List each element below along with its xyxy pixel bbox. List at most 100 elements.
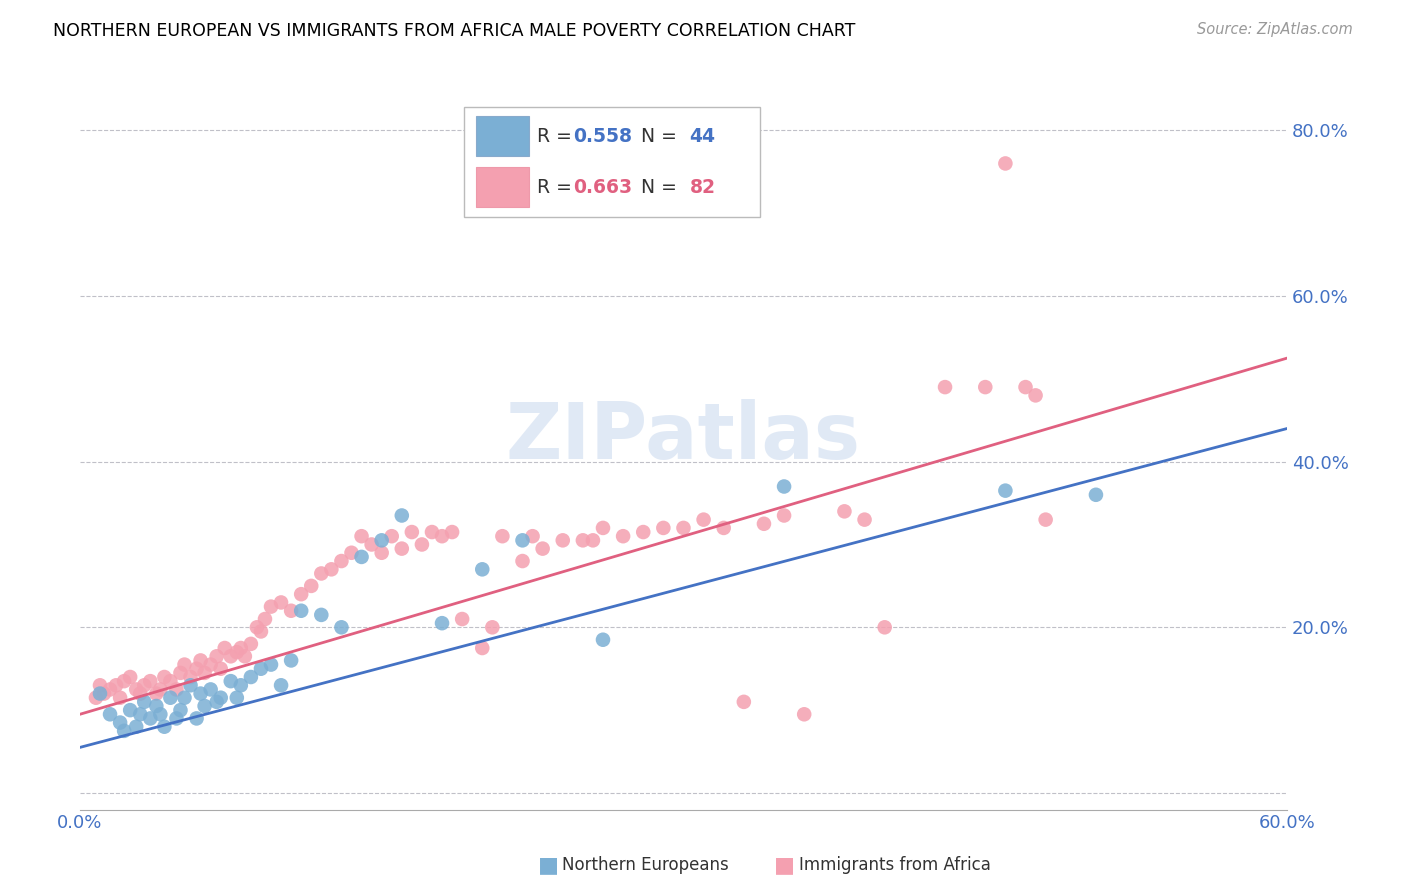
Text: N =: N = — [628, 127, 683, 145]
Point — [311, 566, 333, 581]
Point — [239, 637, 262, 651]
Point — [522, 529, 544, 543]
Point — [793, 707, 815, 722]
Point — [290, 587, 312, 601]
Point — [773, 479, 796, 493]
Point — [471, 562, 494, 576]
Text: ZIPatlas: ZIPatlas — [506, 399, 860, 475]
Point — [173, 690, 195, 705]
Point — [169, 665, 191, 680]
Point — [631, 524, 654, 539]
Point — [692, 513, 714, 527]
Point — [672, 521, 695, 535]
Point — [200, 682, 222, 697]
Text: ■: ■ — [775, 855, 794, 875]
Point — [752, 516, 775, 531]
Point — [531, 541, 554, 556]
Point — [209, 662, 232, 676]
Point — [200, 657, 222, 672]
Point — [190, 687, 212, 701]
Point — [229, 678, 252, 692]
Point — [153, 670, 176, 684]
Point — [145, 698, 167, 713]
Point — [1084, 488, 1107, 502]
Point — [214, 640, 236, 655]
Text: ■: ■ — [538, 855, 558, 875]
Point — [165, 711, 187, 725]
Point — [974, 380, 997, 394]
Point — [145, 687, 167, 701]
Point — [270, 595, 292, 609]
Point — [159, 690, 181, 705]
Text: Immigrants from Africa: Immigrants from Africa — [799, 856, 990, 874]
Point — [612, 529, 634, 543]
Point — [89, 678, 111, 692]
Point — [1035, 513, 1057, 527]
Point — [260, 657, 283, 672]
Point — [139, 674, 162, 689]
Point — [592, 632, 614, 647]
Point — [370, 533, 392, 548]
Point — [340, 546, 363, 560]
Point — [180, 678, 202, 692]
Point — [350, 549, 373, 564]
Point — [270, 678, 292, 692]
Point — [652, 521, 675, 535]
Point — [108, 715, 131, 730]
Point — [330, 554, 353, 568]
Point — [280, 604, 302, 618]
Point — [139, 711, 162, 725]
Point — [98, 707, 121, 722]
Point — [120, 670, 142, 684]
Point — [350, 529, 373, 543]
Text: R =: R = — [537, 178, 578, 196]
Point — [391, 541, 413, 556]
Point — [233, 649, 256, 664]
Point — [190, 653, 212, 667]
Point — [89, 687, 111, 701]
Point — [219, 674, 242, 689]
Point — [173, 657, 195, 672]
Point — [149, 707, 172, 722]
Point — [853, 513, 876, 527]
Point — [205, 649, 228, 664]
Point — [134, 678, 156, 692]
Text: 0.663: 0.663 — [574, 178, 633, 196]
Point — [512, 533, 534, 548]
Point — [186, 711, 208, 725]
Point — [582, 533, 605, 548]
Point — [370, 546, 392, 560]
Point — [112, 723, 135, 738]
Point — [299, 579, 322, 593]
Point — [420, 524, 443, 539]
Point — [572, 533, 595, 548]
Point — [713, 521, 735, 535]
Point — [250, 662, 273, 676]
Point — [381, 529, 404, 543]
Point — [105, 678, 128, 692]
Point — [129, 707, 152, 722]
Point — [430, 616, 453, 631]
FancyBboxPatch shape — [464, 106, 759, 217]
Text: N =: N = — [628, 178, 683, 196]
Point — [125, 682, 148, 697]
Point — [225, 690, 247, 705]
Point — [391, 508, 413, 523]
Point — [471, 640, 494, 655]
Point — [401, 524, 423, 539]
Point — [360, 537, 382, 551]
Point — [1014, 380, 1036, 394]
Point — [321, 562, 343, 576]
Point — [330, 620, 353, 634]
Point — [934, 380, 956, 394]
Point — [733, 695, 755, 709]
Point — [194, 665, 217, 680]
Text: NORTHERN EUROPEAN VS IMMIGRANTS FROM AFRICA MALE POVERTY CORRELATION CHART: NORTHERN EUROPEAN VS IMMIGRANTS FROM AFR… — [53, 22, 856, 40]
FancyBboxPatch shape — [475, 167, 529, 207]
Point — [194, 698, 217, 713]
Point — [512, 554, 534, 568]
Point — [159, 674, 181, 689]
Point — [120, 703, 142, 717]
Point — [225, 645, 247, 659]
Point — [165, 682, 187, 697]
